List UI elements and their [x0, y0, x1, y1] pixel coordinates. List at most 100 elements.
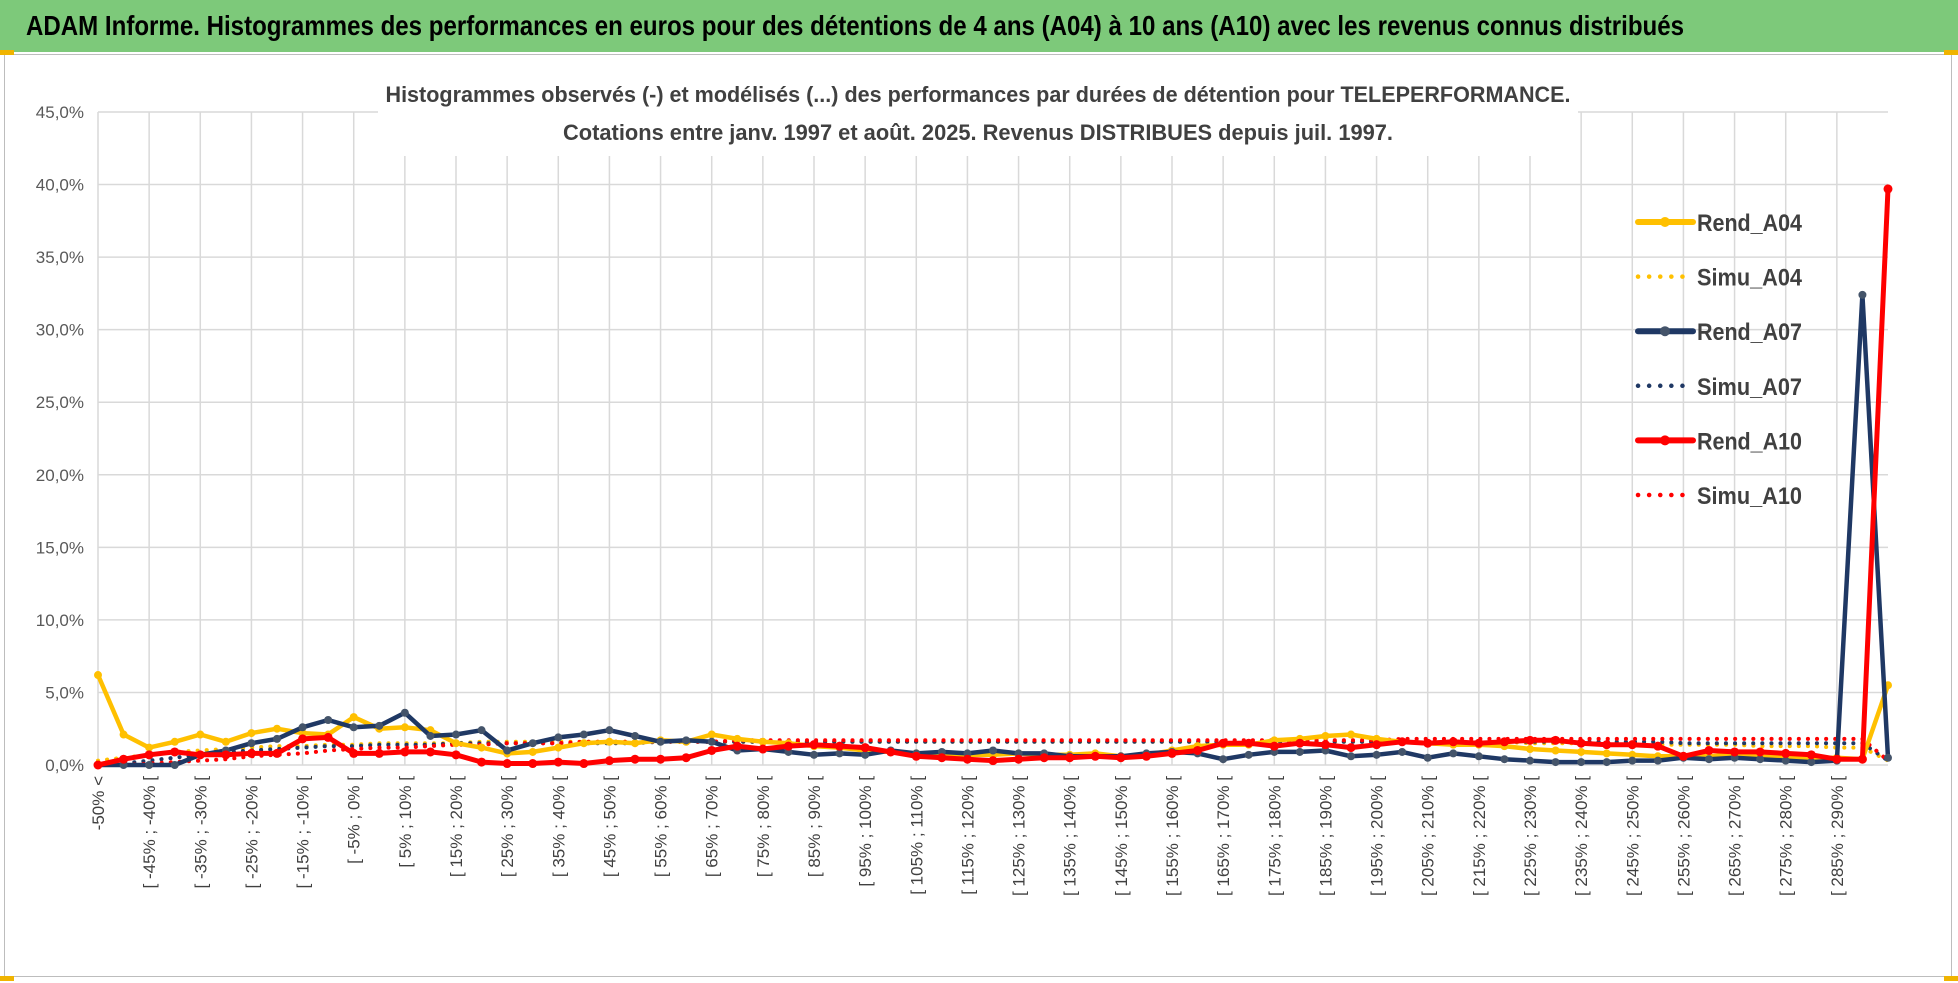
data-point-rend-a04 [400, 723, 409, 732]
data-point-rend-a10 [1397, 737, 1407, 747]
y-tick-label: 10,0% [36, 611, 84, 630]
data-point-rend-a10 [937, 753, 947, 763]
y-tick-label: 15,0% [36, 538, 84, 557]
series-line-simu-a10 [96, 736, 1890, 767]
report-title: ADAM Informe. Histogrammes des performan… [26, 10, 1685, 41]
data-point-rend-a10 [119, 754, 129, 764]
data-point-rend-a04 [94, 671, 102, 680]
x-tick-label: [ 255% ; 260% [ [1674, 776, 1693, 896]
data-point-rend-a07 [656, 737, 665, 746]
data-point-rend-a10 [528, 759, 538, 769]
data-point-rend-a07 [349, 723, 358, 732]
x-tick-label: [ 175% ; 180% [ [1265, 776, 1284, 896]
data-point-rend-a10 [170, 747, 180, 757]
data-point-rend-a07 [989, 746, 997, 755]
x-tick-label: [ 95% ; 100% [ [856, 776, 875, 887]
x-tick-label: [ 185% ; 190% [ [1316, 776, 1335, 896]
x-tick-label: [ 155% ; 160% [ [1163, 776, 1182, 896]
data-point-rend-a10 [1602, 740, 1612, 750]
x-tick-label: [ 35% ; 40% [ [549, 776, 568, 877]
data-point-rend-a10 [1653, 741, 1663, 751]
data-point-rend-a10 [681, 753, 691, 763]
legend-marker [1660, 435, 1670, 446]
data-point-rend-a07 [1551, 758, 1560, 767]
x-tick-label: [ 215% ; 220% [ [1470, 776, 1489, 896]
data-point-rend-a10 [1781, 748, 1791, 758]
data-point-rend-a07 [528, 739, 537, 748]
data-point-rend-a10 [1730, 747, 1740, 757]
data-point-rend-a04 [758, 737, 767, 746]
x-tick-label: [ 75% ; 80% [ [754, 776, 773, 877]
data-point-rend-a07 [605, 726, 614, 735]
data-point-rend-a10 [783, 741, 793, 751]
x-tick-label: [ 165% ; 170% [ [1214, 776, 1233, 896]
data-point-rend-a10 [1551, 735, 1561, 745]
x-tick-label: [ -25% ; -20% [ [242, 776, 261, 889]
data-point-rend-a10 [1014, 754, 1024, 764]
x-tick-label: [ -45% ; -40% [ [140, 776, 159, 889]
data-point-rend-a10 [1525, 735, 1535, 745]
data-point-rend-a10 [860, 743, 870, 753]
legend-label: Simu_A07 [1697, 374, 1802, 401]
data-point-rend-a07 [631, 731, 639, 740]
data-point-rend-a04 [196, 730, 205, 739]
x-tick-label: [ 115% ; 120% [ [958, 776, 977, 895]
x-tick-label: [ 225% ; 230% [ [1521, 776, 1540, 896]
y-tick-label: 0,0% [45, 756, 84, 775]
data-point-rend-a10 [1295, 738, 1305, 748]
data-point-rend-a07 [1628, 756, 1637, 765]
data-point-rend-a10 [758, 744, 768, 754]
data-point-rend-a10 [962, 754, 972, 764]
data-point-rend-a07 [579, 730, 588, 739]
data-point-rend-a10 [1678, 751, 1688, 761]
data-point-rend-a04 [1602, 749, 1611, 758]
y-tick-label: 40,0% [36, 176, 84, 195]
data-point-rend-a10 [221, 750, 231, 760]
data-point-rend-a04 [477, 743, 486, 752]
data-point-rend-a07 [1653, 756, 1662, 765]
x-tick-label: [ 235% ; 240% [ [1572, 776, 1591, 896]
data-point-rend-a04 [349, 713, 358, 722]
data-point-rend-a04 [1347, 730, 1355, 739]
x-tick-label: [ 55% ; 60% [ [652, 776, 671, 877]
data-point-rend-a07 [145, 761, 154, 769]
data-point-rend-a07 [1423, 753, 1432, 762]
legend-label: Rend_A04 [1697, 210, 1803, 237]
data-point-rend-a04 [1321, 731, 1330, 740]
x-tick-label: [ 135% ; 140% [ [1061, 776, 1080, 896]
data-point-rend-a10 [1193, 745, 1203, 755]
x-tick-label: [ 25% ; 30% [ [498, 776, 517, 877]
data-point-rend-a10 [1576, 738, 1586, 748]
x-tick-label: [ 85% ; 90% [ [805, 776, 824, 877]
series-lines [93, 184, 1893, 770]
data-point-rend-a10 [1499, 737, 1509, 747]
legend-label: Simu_A04 [1697, 265, 1803, 292]
data-point-rend-a07 [273, 734, 281, 743]
data-point-rend-a07 [835, 749, 844, 758]
data-point-rend-a07 [1347, 752, 1355, 761]
frame-corner-top-left [0, 50, 14, 55]
data-point-rend-a10 [1116, 753, 1126, 763]
series-line-rend-a10 [95, 186, 1891, 768]
data-point-rend-a10 [1423, 738, 1433, 748]
data-point-rend-a10 [144, 750, 154, 760]
legend-label: Rend_A07 [1697, 319, 1802, 346]
data-point-rend-a07 [1858, 290, 1867, 299]
report-banner: ADAM Informe. Histogrammes des performan… [0, 0, 1958, 52]
x-tick-label: [ 15% ; 20% [ [447, 776, 466, 877]
data-point-rend-a10 [1372, 740, 1382, 750]
data-point-rend-a07 [452, 730, 460, 739]
legend-marker [1660, 217, 1670, 227]
data-point-rend-a07 [1372, 750, 1381, 759]
data-point-rend-a10 [1244, 738, 1254, 748]
data-point-rend-a10 [1320, 740, 1330, 750]
data-point-rend-a04 [119, 730, 128, 739]
data-point-rend-a04 [1577, 747, 1586, 756]
x-tick-label: [ 145% ; 150% [ [1112, 776, 1131, 896]
y-tick-label: 35,0% [36, 248, 84, 267]
data-point-rend-a07 [1295, 747, 1304, 756]
x-axis-ticks: -50% < [ -45% ; -40% [[ -35% ; -30% [[ -2… [89, 776, 1847, 896]
frame-corner-bottom-left [0, 976, 14, 981]
chart-title: Histogrammes observés (-) et modélisés (… [386, 82, 1571, 107]
legend-label: Rend_A10 [1697, 428, 1802, 455]
